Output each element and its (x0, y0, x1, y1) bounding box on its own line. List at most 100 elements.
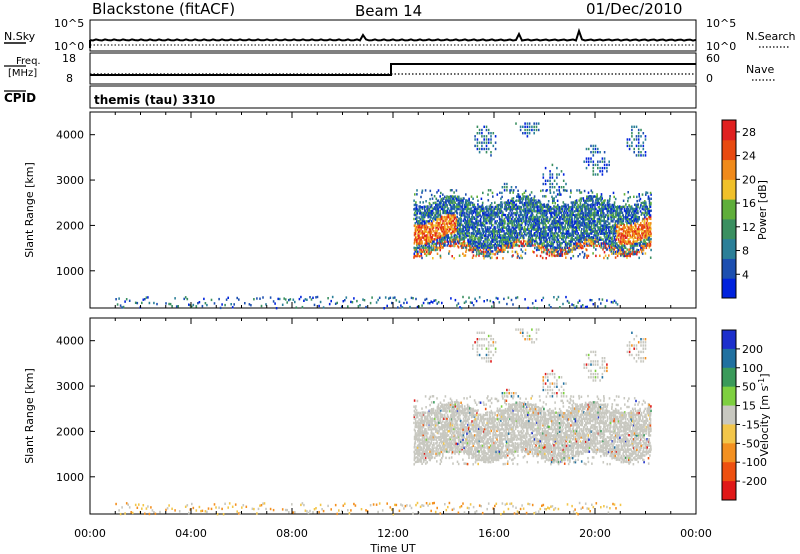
scatter-cell (644, 209, 647, 212)
scatter-cell (507, 232, 510, 235)
scatter-cell (594, 227, 596, 231)
scatter-cell (427, 214, 429, 217)
scatter-cell (448, 203, 451, 206)
scatter-cell (556, 193, 559, 196)
scatter-cell (630, 225, 633, 229)
scatter-cell (281, 303, 284, 306)
scatter-cell (506, 232, 509, 235)
scatter-cell (485, 232, 487, 235)
scatter-cell (559, 246, 561, 249)
scatter-cell (541, 212, 544, 215)
scatter-cell (606, 299, 608, 302)
scatter-cell (529, 223, 532, 227)
scatter-cell (578, 189, 581, 192)
scatter-cell (403, 301, 405, 305)
scatter-cell (446, 205, 448, 208)
scatter-cell (473, 205, 476, 208)
scatter-cell (504, 234, 507, 237)
scatter-cell (522, 204, 525, 207)
scatter-cell (490, 141, 492, 144)
scatter-cell (581, 217, 584, 221)
scatter-cell (460, 244, 462, 248)
scatter-cell (618, 214, 620, 217)
scatter-cell (491, 232, 494, 235)
scatter-cell (441, 234, 443, 238)
scatter-cell (476, 244, 478, 248)
scatter-cell (440, 434, 442, 437)
scatter-cell (648, 213, 651, 217)
scatter-cell (434, 208, 437, 211)
scatter-cell (548, 230, 551, 233)
scatter-cell (428, 250, 430, 254)
scatter-cell (540, 189, 542, 193)
scatter-cell (490, 151, 492, 154)
scatter-cell (642, 208, 645, 211)
scatter-cell (430, 428, 433, 431)
scatter-cell (537, 201, 539, 204)
scatter-cell (475, 221, 478, 225)
scatter-cell (440, 199, 442, 202)
scatter-cell (556, 176, 558, 179)
scatter-cell (504, 213, 507, 217)
scatter-cell (623, 193, 626, 196)
scatter-cell (566, 211, 569, 215)
scatter-cell (542, 250, 545, 254)
scatter-cell (430, 448, 433, 452)
scatter-cell (415, 422, 417, 425)
scatter-cell (518, 233, 520, 237)
scatter-cell (613, 229, 616, 233)
scatter-cell (581, 232, 583, 235)
scatter-cell (532, 201, 535, 205)
scatter-cell (512, 254, 514, 257)
scatter-cell (462, 228, 465, 231)
scatter-cell (413, 450, 415, 454)
scatter-cell (424, 434, 426, 437)
scatter-cell (422, 421, 425, 425)
scatter-cell (438, 213, 441, 217)
scatter-cell (469, 301, 472, 304)
scatter-cell (556, 240, 558, 243)
scatter-cell (482, 251, 485, 254)
scatter-cell (604, 238, 607, 242)
scatter-cell (438, 427, 441, 431)
scatter-cell (515, 296, 517, 300)
scatter-cell (575, 207, 577, 210)
scatter-cell (460, 210, 462, 213)
scatter-cell (563, 207, 566, 211)
scatter-cell (614, 256, 617, 259)
scatter-cell (413, 217, 415, 221)
scatter-cell (534, 242, 536, 246)
scatter-cell (590, 160, 592, 163)
scatter-cell (579, 203, 582, 206)
scatter-cell (566, 234, 568, 237)
scatter-cell (574, 228, 577, 231)
scatter-cell (507, 203, 509, 206)
scatter-cell (560, 207, 562, 210)
scatter-cell (414, 224, 417, 227)
scatter-cell (628, 240, 630, 244)
scatter-cell (582, 224, 584, 227)
scatter-cell (413, 405, 415, 408)
scatter-cell (521, 242, 524, 246)
scatter-cell (426, 446, 428, 450)
scatter-cell (587, 234, 590, 237)
scatter-cell (568, 247, 570, 250)
scatter-cell (646, 230, 649, 233)
scatter-cell (578, 213, 580, 216)
scatter-cell (472, 211, 475, 214)
scatter-cell (627, 199, 629, 203)
scatter-cell (356, 299, 358, 303)
scatter-cell (423, 421, 426, 425)
scatter-cell (549, 234, 552, 238)
nsky-label: N.Sky (4, 30, 36, 43)
scatter-cell (644, 230, 646, 233)
scatter-cell (641, 234, 644, 237)
scatter-cell (576, 216, 578, 219)
scatter-cell (478, 141, 481, 144)
scatter-cell (260, 304, 263, 308)
scatter-cell (413, 435, 416, 439)
scatter-cell (440, 460, 443, 463)
scatter-cell (601, 211, 603, 214)
scatter-cell (594, 224, 596, 227)
scatter-cell (482, 217, 485, 221)
